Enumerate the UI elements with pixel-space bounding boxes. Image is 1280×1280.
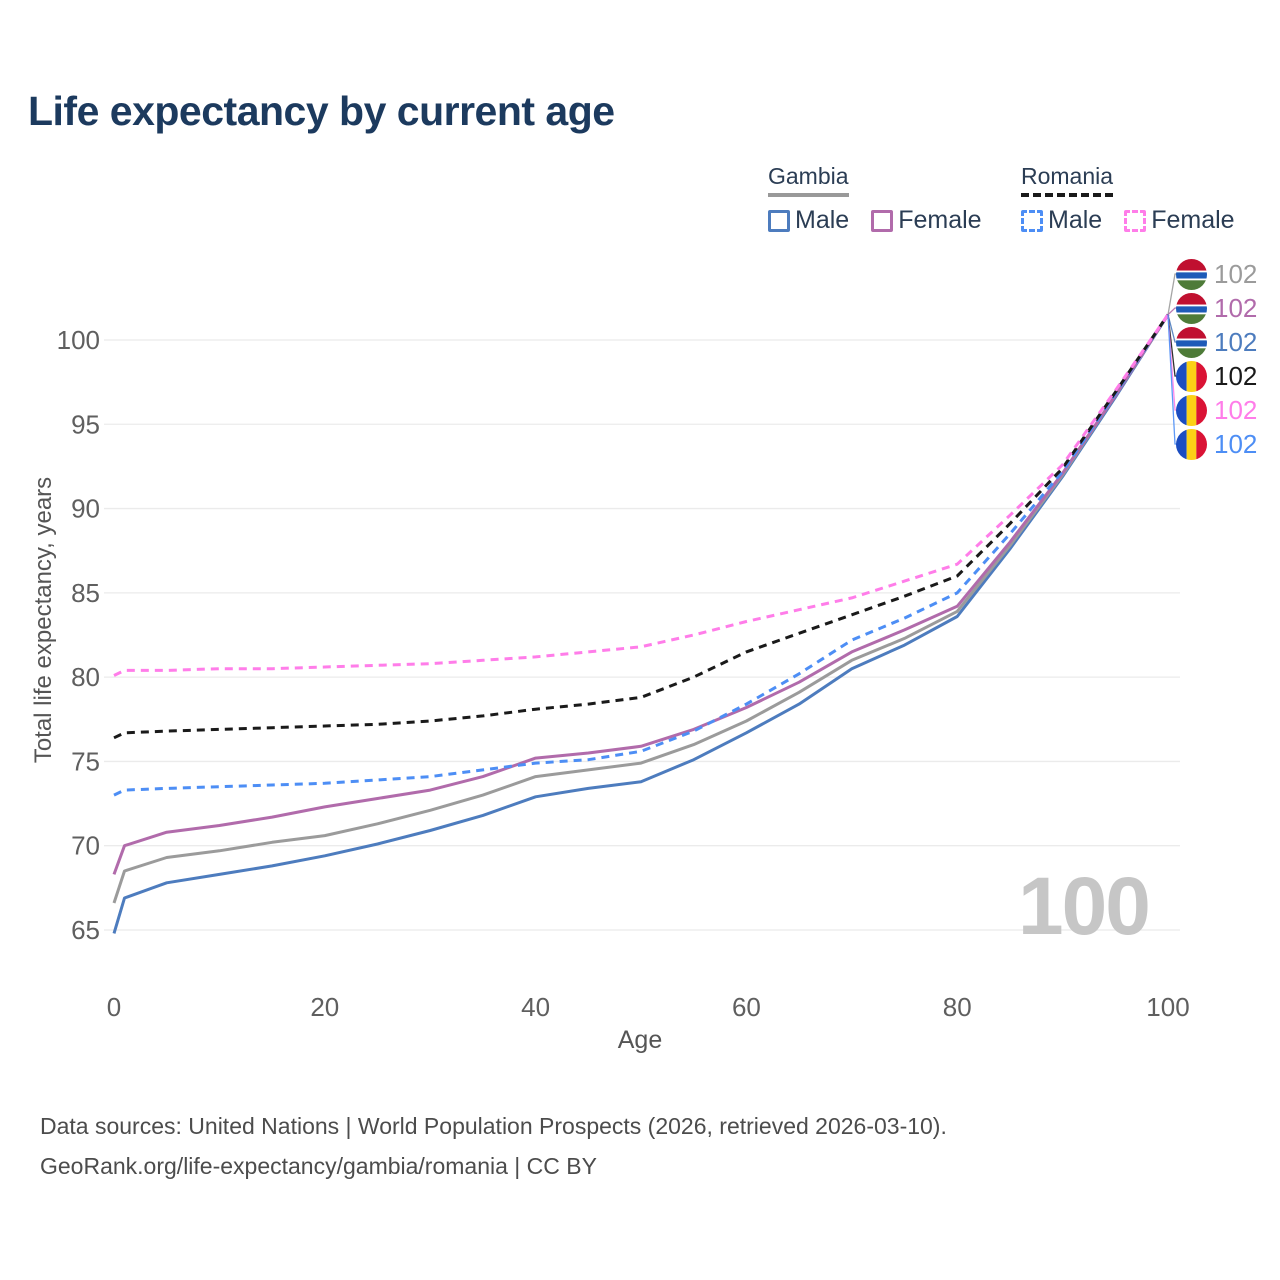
romania-flag-icon bbox=[1176, 360, 1207, 392]
legend-label-gambia-male: Male bbox=[795, 206, 850, 234]
value-labels: 102 102 102 bbox=[1176, 257, 1257, 461]
series-line-romania-female[interactable] bbox=[113, 313, 1170, 677]
x-tick-label: 40 bbox=[521, 992, 550, 1022]
legend-header-gambia[interactable]: Gambia bbox=[768, 163, 849, 197]
checkbox-gambia-female-icon[interactable] bbox=[871, 209, 894, 232]
gambia-flag-icon bbox=[1176, 292, 1207, 324]
legend-group-romania: Romania Male Female bbox=[1021, 163, 1235, 235]
end-value: 102 bbox=[1214, 361, 1258, 391]
legend-label-romania-male: Male bbox=[1048, 206, 1103, 234]
romania-flag-icon bbox=[1176, 428, 1207, 460]
footer-data-sources: Data sources: United Nations | World Pop… bbox=[40, 1113, 947, 1139]
legend-item-gambia-female[interactable]: Female bbox=[871, 206, 982, 235]
legend-label-romania-female: Female bbox=[1151, 206, 1235, 234]
end-value: 102 bbox=[1214, 327, 1258, 357]
value-label-gambia-both: 102 bbox=[1176, 257, 1257, 291]
page-title: Life expectancy by current age bbox=[28, 88, 615, 134]
footer: Data sources: United Nations | World Pop… bbox=[40, 1106, 947, 1186]
x-tick-label: 80 bbox=[943, 992, 972, 1022]
value-label-romania-both: 102 bbox=[1176, 359, 1257, 393]
end-value: 102 bbox=[1214, 429, 1258, 459]
legend-header-romania[interactable]: Romania bbox=[1021, 163, 1114, 197]
y-tick-label: 70 bbox=[71, 831, 100, 861]
y-axis-title: Total life expectancy, years bbox=[30, 476, 57, 764]
y-tick-label: 85 bbox=[71, 578, 100, 608]
y-tick-label: 95 bbox=[71, 409, 100, 439]
age-counter-watermark: 100 bbox=[1018, 861, 1151, 952]
legend-item-gambia-male[interactable]: Male bbox=[768, 206, 849, 235]
legend-label-gambia-female: Female bbox=[898, 206, 982, 234]
value-label-gambia-female: 102 bbox=[1176, 291, 1257, 325]
series-line-gambia-male[interactable] bbox=[112, 313, 1170, 934]
value-label-gambia-male: 102 bbox=[1176, 325, 1257, 359]
end-value: 102 bbox=[1214, 293, 1258, 323]
romania-flag-icon bbox=[1176, 394, 1207, 426]
y-tick-label: 75 bbox=[71, 746, 100, 776]
y-tick-label: 90 bbox=[71, 494, 100, 524]
legend-item-romania-female[interactable]: Female bbox=[1124, 206, 1235, 235]
series-line-gambia-female[interactable] bbox=[112, 313, 1170, 875]
gambia-flag-icon bbox=[1176, 326, 1207, 358]
end-value: 102 bbox=[1214, 259, 1258, 289]
legend-item-romania-male[interactable]: Male bbox=[1021, 206, 1102, 235]
x-tick-label: 60 bbox=[732, 992, 761, 1022]
end-value: 102 bbox=[1214, 395, 1258, 425]
gambia-flag-icon bbox=[1176, 258, 1207, 290]
series-line-romania-both[interactable] bbox=[113, 313, 1170, 740]
x-tick-label: 0 bbox=[107, 992, 121, 1022]
series-line-romania-male[interactable] bbox=[113, 313, 1170, 797]
series-line-gambia-both[interactable] bbox=[112, 313, 1170, 904]
y-tick-label: 100 bbox=[57, 325, 100, 355]
x-tick-label: 20 bbox=[310, 992, 339, 1022]
checkbox-gambia-male-icon[interactable] bbox=[768, 209, 790, 232]
value-label-romania-male: 102 bbox=[1176, 427, 1257, 461]
footer-attribution: GeoRank.org/life-expectancy/gambia/roman… bbox=[40, 1153, 597, 1179]
value-label-romania-female: 102 bbox=[1176, 393, 1257, 427]
checkbox-romania-male-icon[interactable] bbox=[1021, 209, 1043, 232]
legend-group-gambia: Gambia Male Female bbox=[768, 163, 982, 235]
x-tick-label: 100 bbox=[1146, 992, 1189, 1022]
y-tick-label: 65 bbox=[71, 915, 100, 945]
x-axis-title: Age bbox=[617, 1026, 663, 1054]
checkbox-romania-female-icon[interactable] bbox=[1124, 209, 1147, 232]
y-tick-label: 80 bbox=[71, 662, 100, 692]
